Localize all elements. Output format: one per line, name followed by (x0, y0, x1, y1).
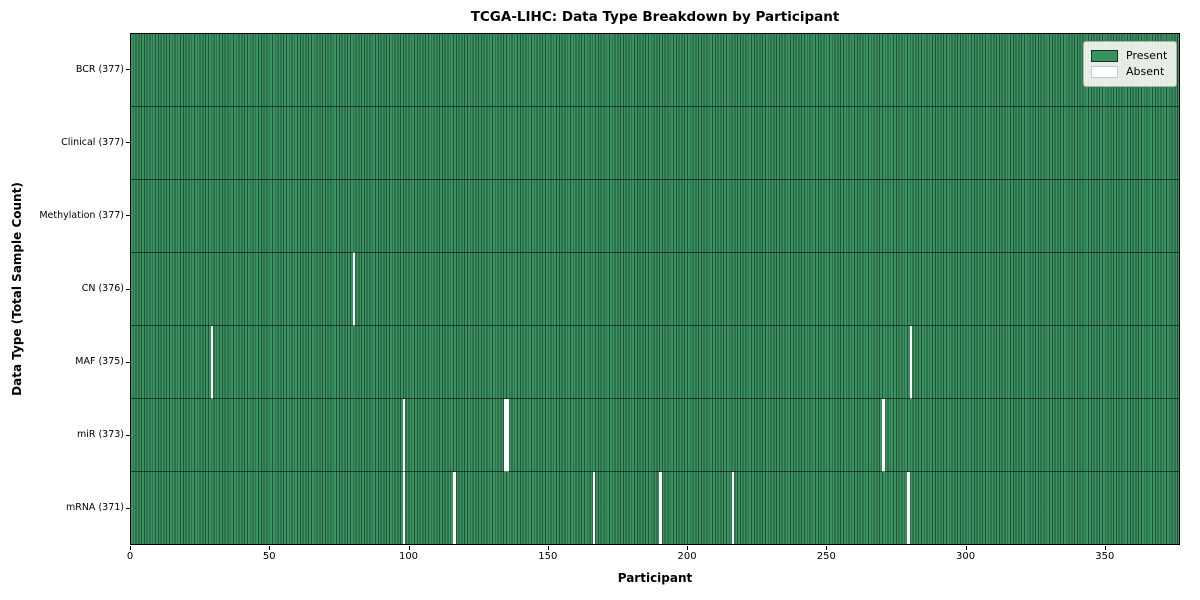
legend-item-present: Present (1091, 49, 1169, 63)
absent-cell-marker (907, 471, 910, 545)
absent-cell-marker (353, 252, 356, 326)
absent-cell-marker (592, 471, 595, 545)
x-tick-label: 250 (816, 551, 836, 562)
chart-title: TCGA-LIHC: Data Type Breakdown by Partic… (470, 9, 840, 25)
legend: Present Absent (1083, 41, 1177, 87)
x-tick-mark (826, 546, 828, 550)
y-tick-label: Methylation (377) (39, 209, 124, 221)
absent-cell-marker (503, 398, 506, 472)
row-divider (130, 325, 1180, 327)
absent-cell-marker (910, 325, 913, 399)
absent-cell-marker (882, 398, 885, 472)
row-divider (130, 251, 1180, 253)
x-tick-mark (408, 546, 410, 550)
y-tick-label: Clinical (377) (61, 136, 124, 148)
absent-cell-marker (211, 325, 214, 399)
legend-label: Present (1126, 49, 1168, 62)
absent-cell-marker (659, 471, 662, 545)
heatmap-row-maf (130, 325, 1180, 399)
y-tick-mark (126, 288, 130, 290)
heatmap-row-methylation (130, 179, 1180, 253)
y-tick-label: MAF (375) (75, 356, 124, 368)
x-tick-mark (130, 546, 131, 550)
x-tick-mark (269, 546, 271, 550)
x-axis-title: Participant (617, 571, 693, 585)
legend-swatch-absent (1091, 66, 1118, 78)
x-tick-mark (965, 546, 967, 550)
y-tick-mark (126, 361, 130, 363)
y-tick-mark (126, 434, 130, 436)
heatmap-row-bcr (130, 33, 1180, 107)
row-divider (130, 105, 1180, 107)
y-tick-label: mRNA (371) (65, 502, 124, 514)
absent-cell-marker (403, 398, 406, 472)
absent-cell-marker (506, 398, 509, 472)
row-divider (130, 178, 1180, 180)
x-tick-label: 100 (398, 551, 419, 562)
absent-cell-marker (453, 471, 456, 545)
plot-area (130, 33, 1180, 545)
x-tick-label: 350 (1095, 551, 1115, 562)
x-tick-label: 300 (955, 551, 976, 562)
heatmap-row-clinical (130, 106, 1180, 180)
y-tick-mark (126, 69, 130, 71)
y-tick-label: CN (376) (81, 283, 124, 294)
y-tick-mark (126, 215, 130, 217)
absent-cell-marker (731, 471, 735, 545)
heatmap-row-mir (130, 398, 1180, 472)
y-tick-mark (126, 142, 130, 144)
row-divider (130, 471, 1180, 473)
absent-cell-marker (403, 471, 406, 545)
row-divider (130, 398, 1180, 400)
legend-label: Absent (1126, 65, 1165, 78)
x-tick-label: 200 (677, 551, 697, 562)
x-tick-mark (1104, 546, 1106, 550)
y-tick-label: BCR (377) (75, 63, 124, 75)
heatmap-row-cn (130, 252, 1180, 326)
x-tick-mark (687, 546, 689, 550)
legend-swatch-present (1091, 50, 1118, 62)
x-tick-label: 50 (262, 551, 276, 562)
x-tick-label: 0 (126, 551, 134, 562)
x-tick-mark (547, 546, 549, 550)
x-tick-label: 150 (538, 551, 558, 562)
y-tick-mark (126, 507, 130, 509)
heatmap-row-mrna (130, 471, 1180, 545)
y-tick-label: miR (373) (76, 429, 124, 441)
legend-item-absent: Absent (1091, 65, 1169, 79)
